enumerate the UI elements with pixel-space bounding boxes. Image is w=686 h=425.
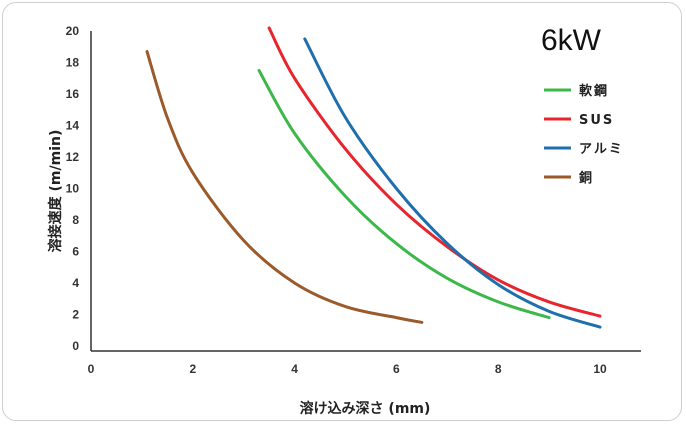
- y-tick-label: 18: [66, 56, 80, 70]
- y-tick-label: 0: [72, 339, 79, 353]
- series-lines: [145, 26, 602, 329]
- legend-label: SUS: [579, 113, 614, 128]
- chart-card: 6kW 0 2 4 6 8 10 12 14 16 18 20 0 2 4 6 8 10 軟鋼 SUS アルミ銅 …: [2, 2, 682, 421]
- y-axis-ticks: 0 2 4 6 8 10 12 14 16 18 20: [66, 24, 80, 353]
- x-tick-label: 10: [593, 362, 607, 376]
- y-tick-label: 6: [72, 245, 79, 259]
- legend-label: 銅: [579, 170, 594, 186]
- series-line: [257, 68, 551, 320]
- legend-label: アルミ: [579, 142, 624, 157]
- legend-label: 軟鋼: [579, 83, 609, 99]
- series-line: [267, 26, 602, 318]
- x-axis-label: 溶け込み深さ (mm): [300, 400, 431, 417]
- chart-title: 6kW: [541, 24, 602, 57]
- y-tick-label: 16: [66, 87, 80, 101]
- x-tick-label: 8: [495, 362, 502, 376]
- y-tick-label: 8: [72, 213, 79, 227]
- y-tick-label: 4: [72, 276, 79, 290]
- y-tick-label: 12: [66, 150, 80, 164]
- x-tick-label: 0: [88, 362, 95, 376]
- x-tick-label: 4: [291, 362, 298, 376]
- x-tick-label: 6: [393, 362, 400, 376]
- y-tick-label: 2: [72, 308, 79, 322]
- y-tick-label: 20: [66, 24, 80, 38]
- y-tick-label: 14: [66, 119, 80, 133]
- x-tick-label: 2: [189, 362, 196, 376]
- series-line: [145, 50, 424, 324]
- x-axis-ticks: 0 2 4 6 8 10: [88, 362, 607, 376]
- y-tick-label: 10: [66, 182, 80, 196]
- series-line: [303, 37, 602, 329]
- y-axis-label: 溶接速度 (m/min): [47, 130, 64, 253]
